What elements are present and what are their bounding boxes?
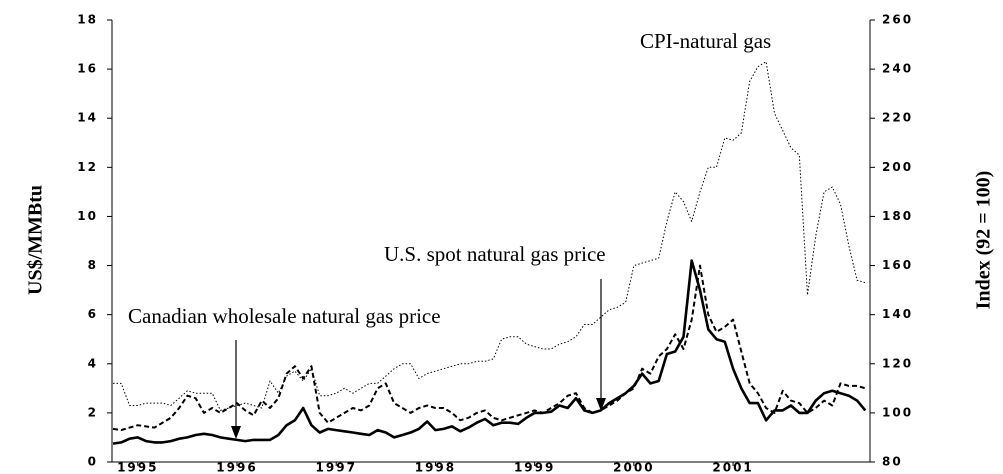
- annotation: CPI-natural gas: [640, 29, 771, 53]
- y-tick-label: 8: [88, 258, 98, 272]
- y-tick-label: 4: [88, 356, 98, 370]
- series-line: [113, 61, 866, 411]
- x-tick-label: 2001: [712, 461, 753, 474]
- x-tick-label: 1998: [415, 461, 456, 474]
- arrow: [231, 340, 241, 439]
- y2-tick-label: 180: [882, 209, 913, 223]
- series-line: [112, 264, 866, 432]
- y2-tick-label: 260: [882, 13, 913, 27]
- annotation: U.S. spot natural gas price: [384, 242, 606, 266]
- y2-axis-title: Index (92 = 100): [973, 171, 995, 310]
- y-tick-label: 6: [88, 307, 98, 321]
- y-tick-label: 0: [88, 455, 98, 469]
- arrow: [596, 279, 606, 411]
- y2-tick-label: 120: [882, 356, 913, 370]
- y-tick-label: 14: [77, 111, 98, 125]
- y-tick-label: 12: [77, 160, 98, 174]
- annotation: Canadian wholesale natural gas price: [128, 304, 441, 328]
- y2-tick-label: 220: [882, 111, 913, 125]
- y2-tick-label: 160: [882, 258, 913, 272]
- y-tick-label: 10: [77, 209, 98, 223]
- x-tick-label: 1996: [216, 461, 257, 474]
- y2-tick-label: 100: [882, 405, 913, 419]
- y-axis-title: US$/MMBtu: [25, 185, 47, 295]
- y2-tick-label: 140: [882, 307, 913, 321]
- x-tick-label: 1999: [514, 461, 555, 474]
- x-tick-label: 2000: [613, 461, 654, 474]
- series-line: [112, 259, 867, 445]
- y2-tick-label: 80: [882, 455, 903, 469]
- x-tick-label: 1995: [117, 461, 158, 474]
- y-tick-label: 18: [77, 13, 98, 27]
- y-tick-label: 16: [77, 62, 98, 76]
- y2-tick-label: 200: [882, 160, 913, 174]
- x-tick-label: 1997: [316, 461, 357, 474]
- y2-tick-label: 240: [882, 62, 913, 76]
- y-tick-label: 2: [88, 405, 98, 419]
